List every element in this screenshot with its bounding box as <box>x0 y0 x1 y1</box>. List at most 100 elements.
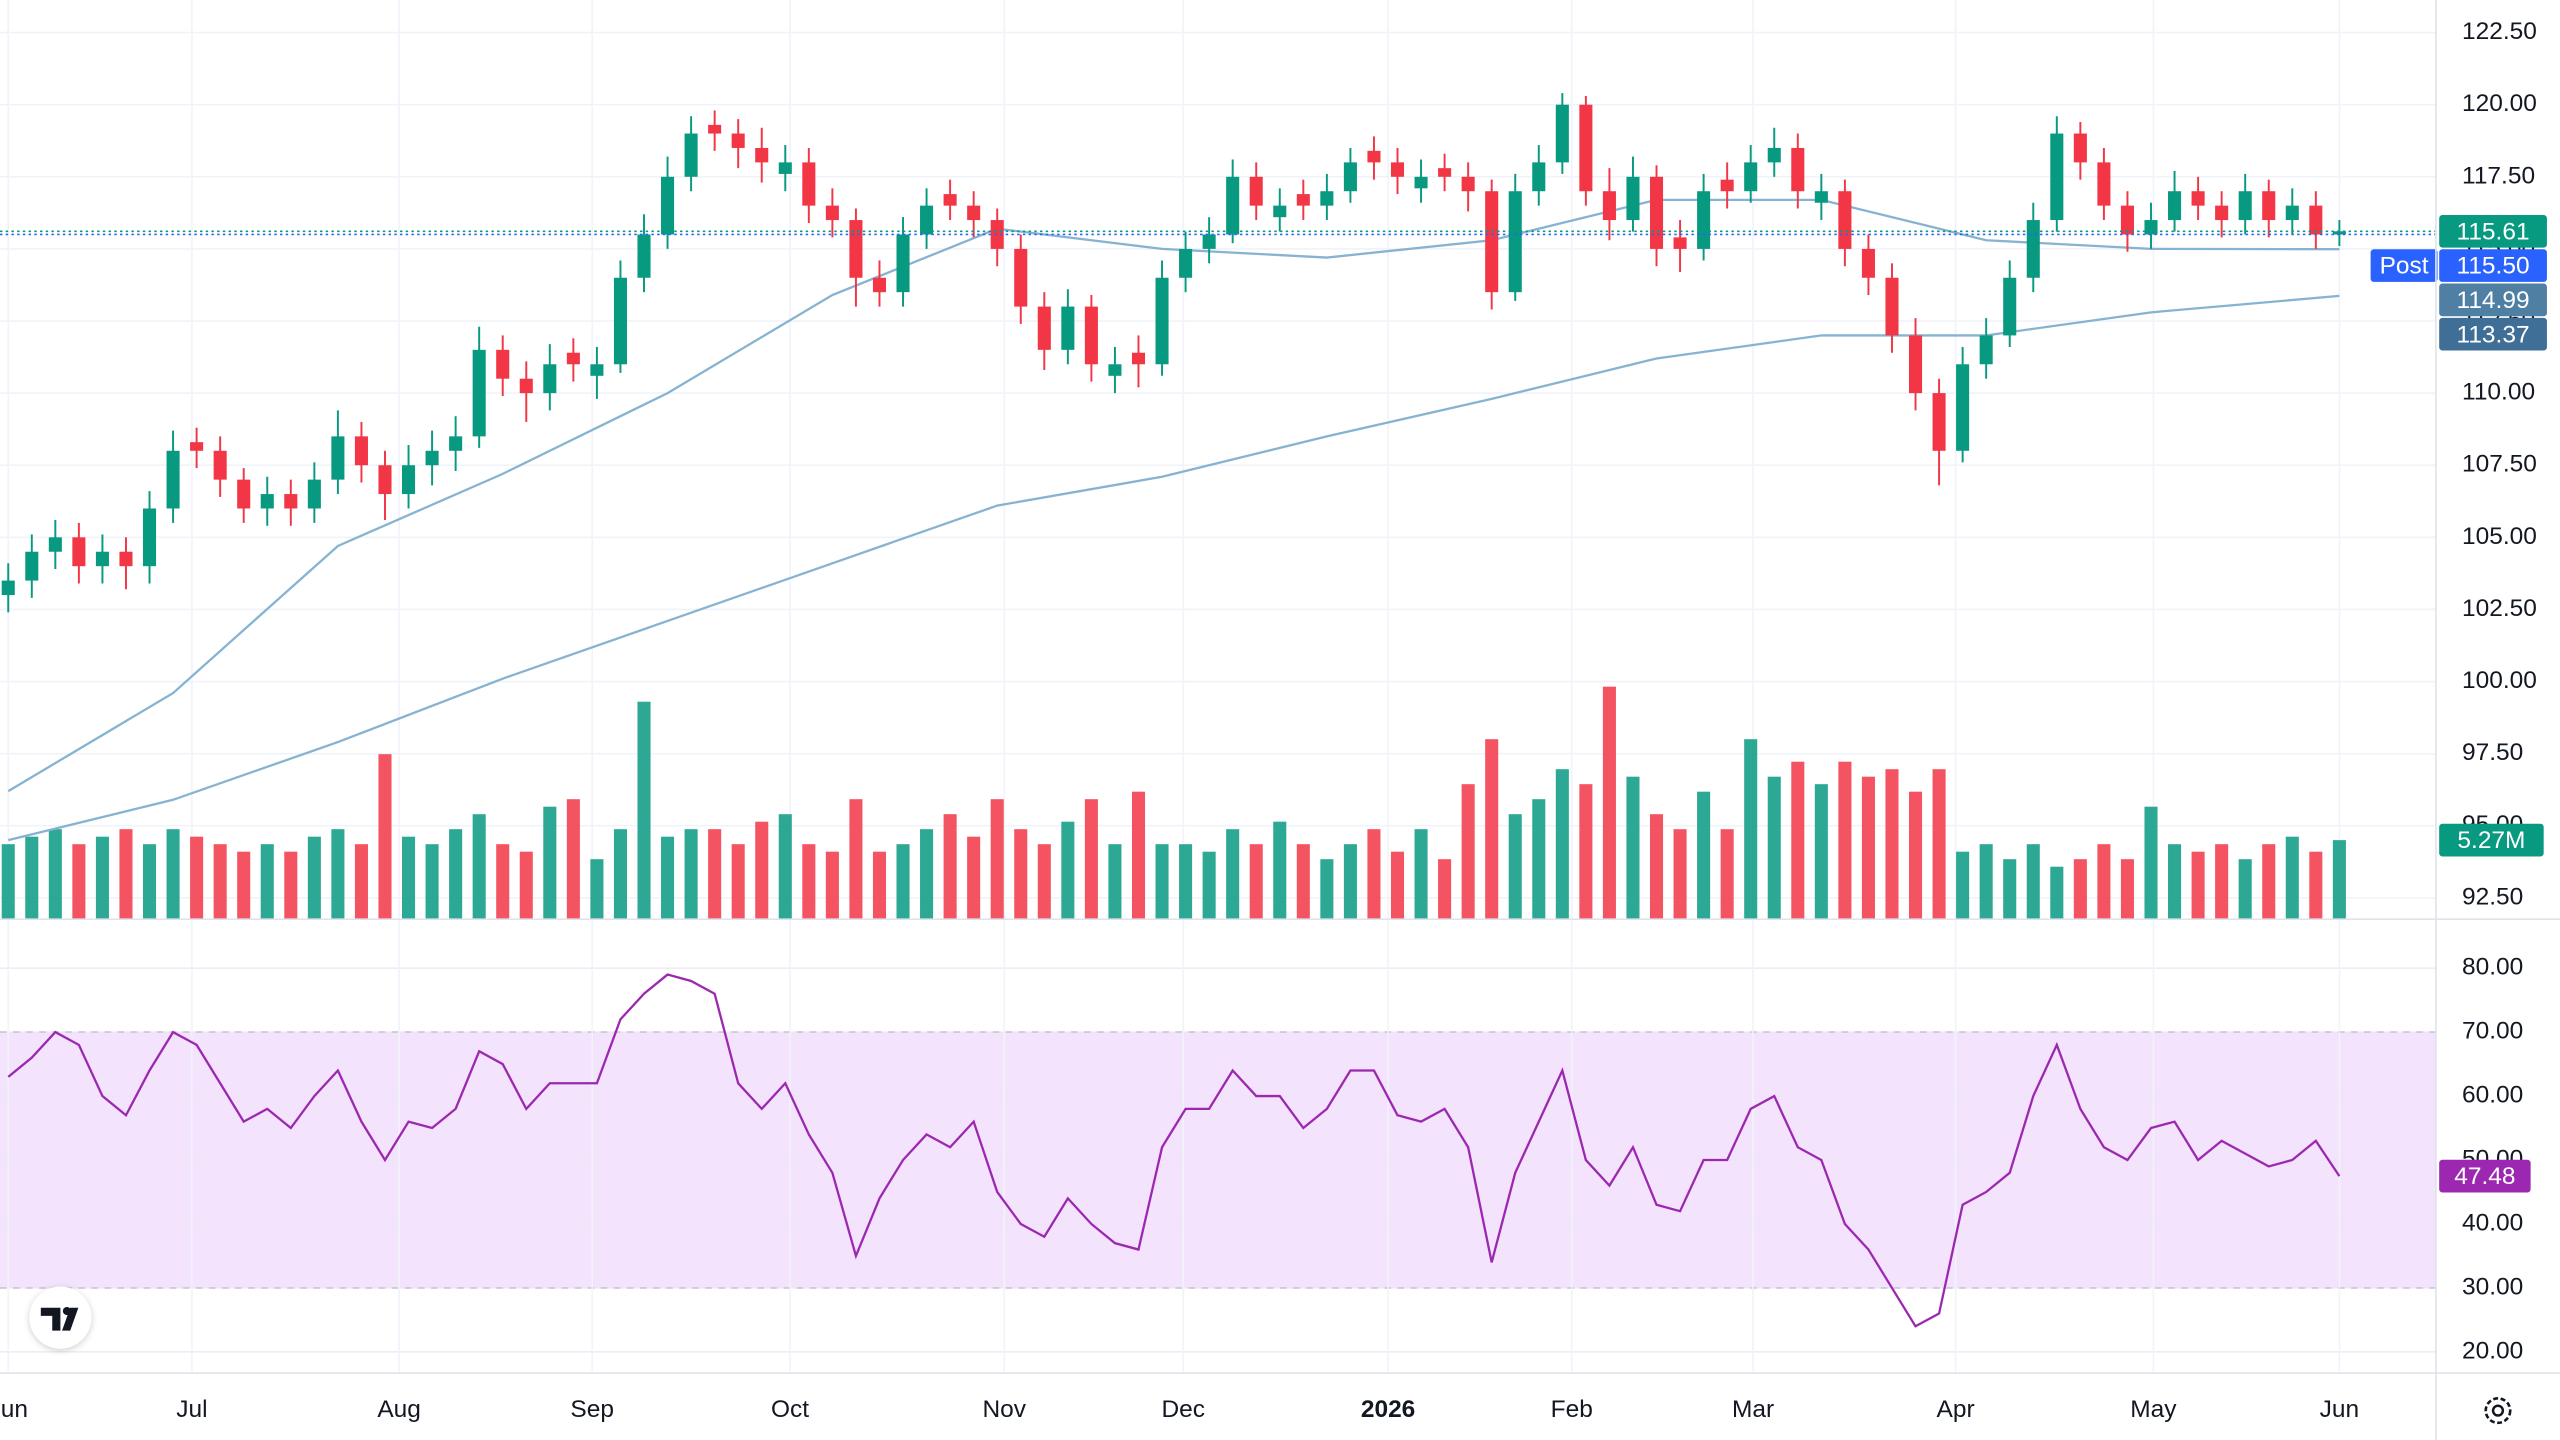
volume-bar <box>1555 769 1569 920</box>
candle-body <box>1932 393 1946 451</box>
candle-body <box>72 537 86 567</box>
candle-body <box>2097 162 2111 206</box>
candle-body <box>943 194 957 206</box>
volume-bar <box>1720 829 1734 920</box>
candle-body <box>1956 364 1970 451</box>
volume-bar <box>943 814 957 920</box>
volume-bar <box>2120 859 2134 920</box>
candle-body <box>166 450 180 509</box>
candle-body <box>2050 133 2064 221</box>
candle-body <box>802 162 816 206</box>
candle-body <box>425 450 439 466</box>
gear-inner[interactable] <box>2491 1404 2505 1417</box>
volume-bar <box>1 844 15 920</box>
volume-bar <box>708 829 722 920</box>
candle-body <box>990 220 1004 249</box>
session-label-box <box>2370 249 2438 282</box>
gear-outer[interactable] <box>2484 1397 2512 1425</box>
volume-bar <box>449 829 463 920</box>
price-label: 115.61 <box>2457 218 2530 245</box>
candle-body <box>2120 205 2134 235</box>
candle-body <box>2168 191 2182 221</box>
candle-body <box>119 551 133 567</box>
candle-body <box>1508 191 1522 293</box>
volume-bar <box>896 844 910 920</box>
x-tick-label: May <box>2130 1396 2177 1423</box>
candle-body <box>1838 191 1852 249</box>
volume-bar <box>119 829 133 920</box>
candle-body <box>613 277 627 365</box>
candle-body <box>1014 248 1028 307</box>
candle-body <box>472 349 486 437</box>
volume-bar <box>2309 851 2323 920</box>
candle-body <box>1861 248 1875 278</box>
volume-bar <box>1532 799 1546 920</box>
candle-body <box>519 378 533 394</box>
tradingview-logo[interactable] <box>29 1286 92 1349</box>
candle-body <box>1202 234 1216 249</box>
candle-body <box>637 234 651 278</box>
candle-body <box>354 436 368 466</box>
candle-body <box>778 162 792 174</box>
volume-bar <box>2144 806 2158 920</box>
volume-bar <box>1179 844 1193 920</box>
volume-bar <box>661 836 675 920</box>
volume-bar <box>684 829 698 920</box>
candle-body <box>331 436 345 480</box>
volume-bar <box>2262 844 2276 920</box>
volume-bar <box>637 701 651 920</box>
volume-bar <box>1273 821 1287 920</box>
candle-body <box>2003 277 2017 336</box>
volume-bar <box>1744 739 1758 920</box>
x-tick-label: Aug <box>377 1396 421 1423</box>
logo-dot[interactable] <box>62 1306 72 1316</box>
candle-body <box>1532 162 1546 192</box>
candle-body <box>1579 104 1593 192</box>
y-tick-label: 100.00 <box>2462 667 2537 694</box>
volume-bar <box>1249 844 1263 920</box>
volume-bar <box>1438 859 1452 920</box>
volume-bar <box>1343 844 1357 920</box>
volume-bar <box>778 814 792 920</box>
candle-body <box>1909 335 1923 394</box>
candle-body <box>1273 205 1287 218</box>
candle-body <box>825 205 839 221</box>
candle-body <box>1979 335 1993 365</box>
volume-bar <box>72 844 86 920</box>
rsi-tick-label: 30.00 <box>2462 1273 2523 1300</box>
candle-body <box>2332 231 2346 235</box>
volume-bar <box>731 844 745 920</box>
volume-bar <box>1838 761 1852 920</box>
volume-bar <box>519 851 533 920</box>
volume-bar <box>1202 851 1216 920</box>
volume-bar <box>425 844 439 920</box>
candle-body <box>1885 277 1899 336</box>
volume-bar <box>2168 844 2182 920</box>
candle-body <box>142 508 157 567</box>
volume-bar <box>1131 791 1146 920</box>
volume-bar <box>307 836 321 920</box>
settings-icon[interactable] <box>2484 1397 2512 1425</box>
candle-body <box>1602 191 1616 221</box>
price-label-box <box>2439 249 2547 282</box>
price-label-box <box>2439 214 2547 248</box>
candle-body <box>1767 147 1781 163</box>
candle-body <box>543 364 557 394</box>
volume-bar <box>1508 814 1522 920</box>
y-tick-label: 110.00 <box>2462 379 2535 406</box>
candle-body <box>190 442 204 451</box>
moving-average-line <box>7 294 2340 842</box>
candle-body <box>967 205 981 221</box>
candle-body <box>1061 306 1075 350</box>
volume-bar <box>260 844 274 920</box>
y-tick-label: 107.50 <box>2462 451 2537 478</box>
volume-bar <box>2097 844 2111 920</box>
candle-body <box>1485 191 1499 293</box>
x-tick-label: 2026 <box>1361 1396 1415 1423</box>
volume-bar <box>590 859 604 920</box>
volume-bar <box>1791 761 1805 920</box>
volume-bar <box>496 844 510 920</box>
volume-bar <box>237 851 251 920</box>
volume-bar <box>1885 769 1899 920</box>
